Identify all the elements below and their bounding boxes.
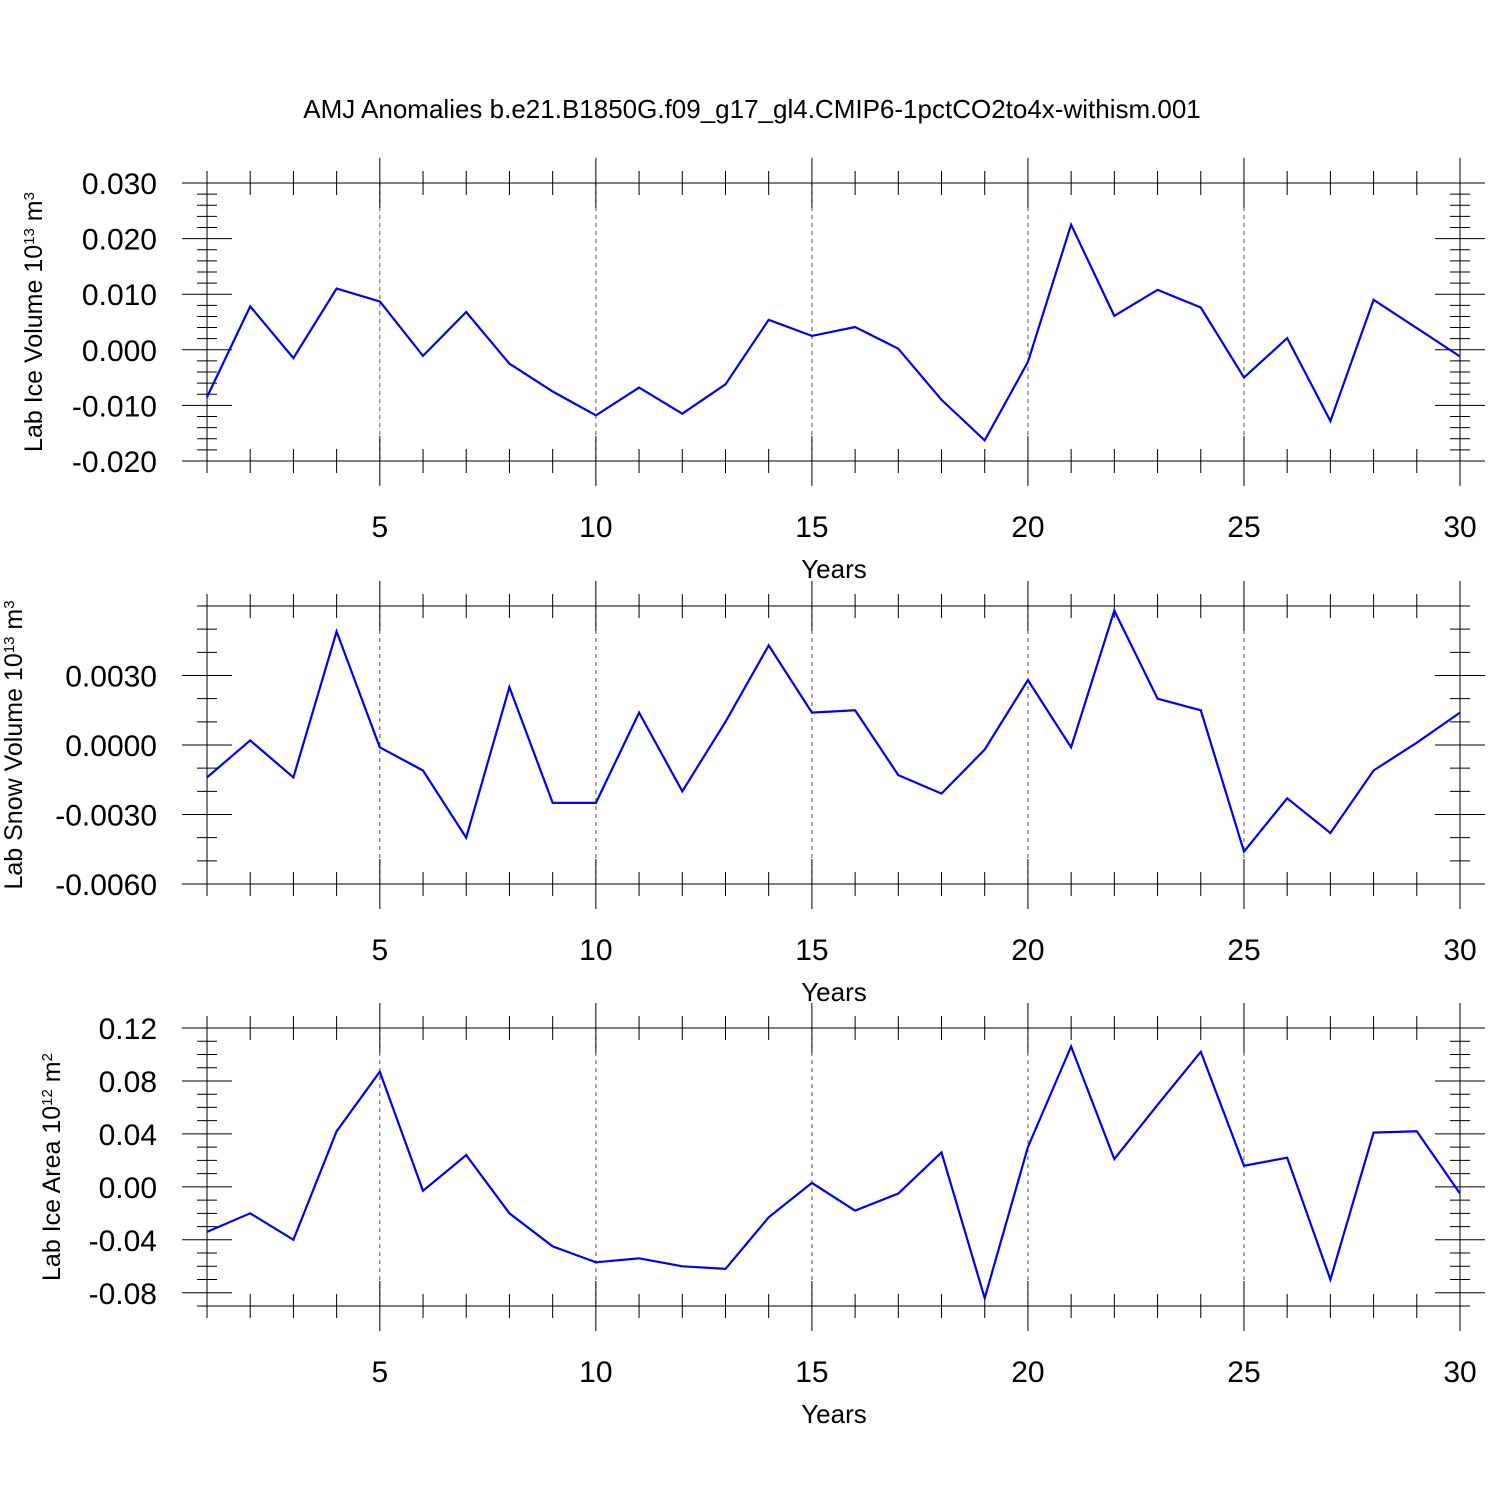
x-tick-label: 5: [371, 934, 388, 967]
x-tick-label: 20: [1011, 511, 1044, 544]
y-tick-label: 0.08: [99, 1066, 157, 1099]
y-tick-label: 0.000: [82, 335, 157, 368]
x-tick-label: 10: [579, 1356, 612, 1389]
y-tick-label: 0.0030: [65, 661, 157, 694]
plot-frame: [206, 1027, 1461, 1307]
x-axis-label: Years: [801, 554, 867, 584]
x-tick-label: 10: [579, 511, 612, 544]
y-axis-label-superscript: 12: [39, 1089, 56, 1106]
x-axis-label: Years: [801, 1399, 867, 1429]
y-tick-label: 0.12: [99, 1013, 157, 1046]
y-tick-label: -0.0060: [55, 869, 157, 902]
y-tick-label: 0.00: [99, 1172, 157, 1205]
x-tick-label: 25: [1227, 511, 1260, 544]
y-tick-label: -0.0030: [55, 800, 157, 833]
x-tick-label: 5: [371, 1356, 388, 1389]
y-axis-label-part: m: [20, 200, 48, 228]
y-axis-label-superscript: 2: [39, 1053, 56, 1061]
lab-ice-area-panel: -0.08 -0.04 0.00 0.04 0.08 0.12 5 10 15 20 25 30 Yea…: [38, 1003, 1485, 1429]
y-tick-label: -0.08: [89, 1278, 157, 1311]
x-tick-label: 25: [1227, 934, 1260, 967]
x-tick-label: 30: [1443, 934, 1476, 967]
x-tick-label: 30: [1443, 511, 1476, 544]
y-axis-label-superscript: 3: [21, 192, 38, 200]
panels: -0.020 -0.010 0.000 0.010 0.020 0.030 5 10 15 20 2…: [0, 158, 1485, 1429]
x-tick-label: 30: [1443, 1356, 1476, 1389]
y-tick-label: -0.010: [72, 390, 157, 423]
y-tick-label: 0.030: [82, 168, 157, 201]
x-tick-label: 15: [795, 1356, 828, 1389]
y-tick-label: 0.010: [82, 279, 157, 312]
y-axis-label: Lab Ice Area 1012 m2: [38, 1053, 66, 1281]
y-axis-label-superscript: 3: [1, 600, 18, 608]
y-tick-label: 0.04: [99, 1119, 157, 1152]
x-tick-label: 15: [795, 511, 828, 544]
y-axis-label-superscript: 13: [21, 228, 38, 245]
x-tick-label: 20: [1011, 934, 1044, 967]
y-tick-label: 0.020: [82, 224, 157, 257]
y-axis-label-part: m: [38, 1061, 66, 1089]
y-axis-label: Lab Snow Volume 1013 m3: [0, 600, 28, 889]
y-axis-label: Lab Ice Volume 1013 m3: [20, 192, 48, 452]
lab-ice-volume-panel: -0.020 -0.010 0.000 0.010 0.020 0.030 5 10 15 20 2…: [20, 158, 1485, 584]
lab-snow-volume-panel: -0.0060 -0.0030 0.0000 0.0030 5 10 15 20 25 30 Yea…: [0, 581, 1485, 1007]
y-axis-label-part: Lab Ice Volume 10: [20, 245, 48, 452]
series-line: [206, 221, 1461, 443]
y-tick-label: -0.04: [89, 1225, 157, 1258]
x-tick-label: 5: [371, 511, 388, 544]
figure-title: AMJ Anomalies b.e21.B1850G.f09_g17_gl4.C…: [303, 94, 1200, 124]
y-tick-label: 0.0000: [65, 730, 157, 763]
y-axis-label-part: Lab Ice Area 10: [38, 1106, 66, 1281]
plot-frame: [206, 182, 1461, 462]
y-axis-label-superscript: 13: [1, 637, 18, 654]
series-line: [206, 607, 1461, 854]
x-axis-label: Years: [801, 977, 867, 1007]
x-tick-label: 25: [1227, 1356, 1260, 1389]
y-axis-label-part: Lab Snow Volume 10: [0, 653, 28, 889]
x-tick-label: 20: [1011, 1356, 1044, 1389]
x-tick-label: 15: [795, 934, 828, 967]
y-tick-label: -0.020: [72, 446, 157, 479]
x-tick-label: 10: [579, 934, 612, 967]
series-line: [206, 1043, 1461, 1303]
y-axis-label-part: m: [0, 609, 28, 637]
